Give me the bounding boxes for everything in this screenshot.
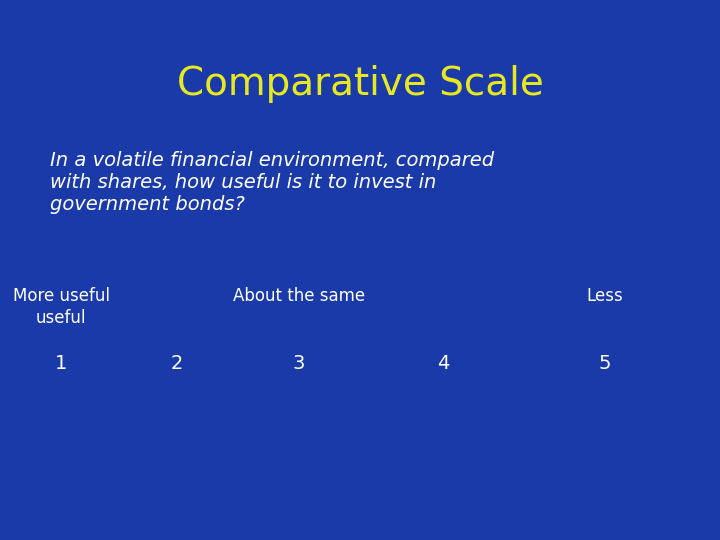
Text: In a volatile financial environment, compared
with shares, how useful is it to i: In a volatile financial environment, com…: [50, 151, 495, 214]
Text: Less: Less: [586, 287, 624, 305]
Text: 3: 3: [292, 354, 305, 373]
Text: Comparative Scale: Comparative Scale: [176, 65, 544, 103]
Text: useful: useful: [36, 309, 86, 327]
Text: 5: 5: [598, 354, 611, 373]
Text: About the same: About the same: [233, 287, 365, 305]
Text: 4: 4: [436, 354, 449, 373]
Text: 2: 2: [170, 354, 183, 373]
Text: 1: 1: [55, 354, 68, 373]
Text: More useful: More useful: [13, 287, 109, 305]
